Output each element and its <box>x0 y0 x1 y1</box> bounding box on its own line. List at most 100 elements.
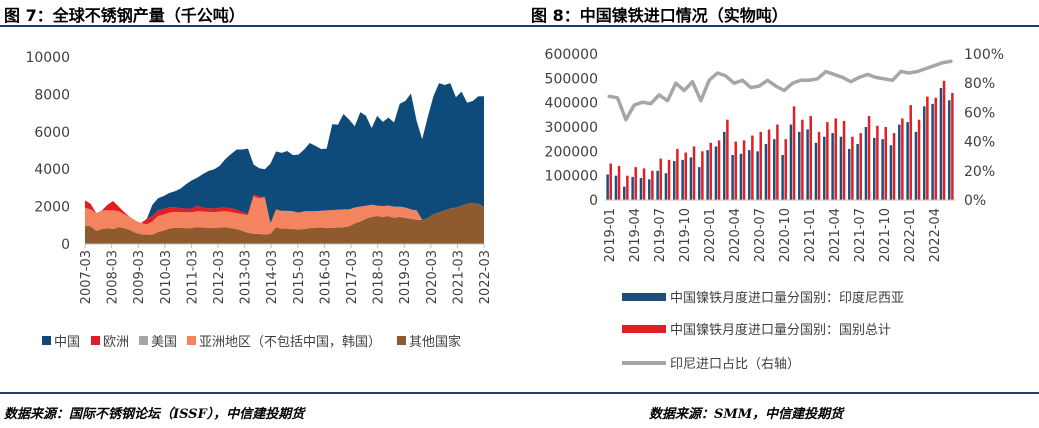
bar-total <box>834 118 837 200</box>
x-tick-label: 2019-10 <box>678 208 693 262</box>
bar-total <box>784 139 787 200</box>
bar-indonesia <box>889 145 893 200</box>
bar-total <box>892 133 896 200</box>
bar-total <box>817 131 821 200</box>
legend-label-total: 中国镍铁月度进口量分国别：国别总计 <box>670 322 891 338</box>
bar-total <box>734 141 737 200</box>
bar-indonesia <box>614 175 618 200</box>
left-chart-title: 图 7：全球不锈钢产量（千公吨） <box>4 6 245 25</box>
x-tick-label: 2012-03 <box>212 250 227 304</box>
bar-total <box>884 127 887 200</box>
bar-indonesia <box>873 137 876 200</box>
x-tick-label: 2019-07 <box>653 208 668 262</box>
x-tick-label: 2018-03 <box>372 250 387 304</box>
bar-indonesia <box>673 161 676 200</box>
bar-total <box>867 116 871 200</box>
bar-total <box>801 119 804 200</box>
x-tick-label: 2021-10 <box>878 208 893 262</box>
bar-indonesia <box>681 159 684 200</box>
left-source-note: 数据来源：国际不锈钢论坛（ISSF），中信建投期货 <box>4 407 305 422</box>
bar-indonesia <box>623 186 626 200</box>
y-tick-label: 0 <box>61 237 70 253</box>
bar-indonesia <box>864 127 868 200</box>
x-tick-label: 2020-01 <box>703 208 718 262</box>
bar-total <box>951 92 954 200</box>
line-indonesia-share <box>607 59 953 122</box>
bar-total <box>676 148 679 200</box>
bar-total <box>851 136 854 200</box>
y-tick-label: 500000 <box>545 71 598 87</box>
bar-total <box>609 163 612 200</box>
legend-label: 其他国家 <box>409 334 461 350</box>
bar-total <box>709 142 712 200</box>
x-tick-label: 2022-04 <box>928 208 943 262</box>
bar-indonesia <box>773 139 776 200</box>
bar-indonesia <box>839 136 843 200</box>
y2-tick-label: 20% <box>964 164 995 180</box>
legend-swatch <box>42 336 51 345</box>
legend-label-ratio: 印尼进口占比（右轴） <box>670 357 800 372</box>
y-tick-label: 200000 <box>545 144 598 160</box>
bar-indonesia <box>706 150 709 200</box>
bar-indonesia <box>764 144 768 200</box>
bar-indonesia <box>731 154 734 200</box>
nickel-iron-import-chart: 0 100000 200000 300000 400000 500000 600000 0% 2… <box>545 47 1004 372</box>
x-tick-label: 2007-03 <box>79 250 94 304</box>
y-tick-label: 8000 <box>34 87 70 103</box>
area-europe <box>85 194 484 225</box>
bar-indonesia <box>848 148 851 200</box>
y-tick-label: 6000 <box>34 125 70 141</box>
bar-indonesia <box>798 131 801 200</box>
x-tick-label: 2021-01 <box>803 208 818 262</box>
x-tick-label: 2010-03 <box>159 250 174 304</box>
bar-total <box>626 175 629 200</box>
bar-indonesia <box>656 170 659 200</box>
x-tick-label: 2011-03 <box>185 250 200 304</box>
legend-label: 美国 <box>151 335 177 350</box>
bar-indonesia <box>723 131 726 200</box>
y2-tick-label: 0% <box>964 193 986 209</box>
bar-indonesia <box>923 106 926 200</box>
bar-indonesia <box>823 136 826 200</box>
right-source-note: 数据来源：SMM，中信建投期货 <box>649 407 844 422</box>
bar-total <box>717 140 721 200</box>
bar-total <box>776 124 779 200</box>
x-tick-label: 2009-03 <box>132 250 147 304</box>
bar-indonesia <box>648 179 651 200</box>
bar-total <box>617 165 621 200</box>
right-chart-title: 图 8：中国镍铁进口情况（实物吨） <box>531 6 788 25</box>
bar-total <box>767 129 771 200</box>
x-tick-label: 2021-03 <box>451 250 466 304</box>
bar-total <box>876 125 879 200</box>
bar-total <box>942 80 946 200</box>
bar-total <box>826 122 829 200</box>
area-others <box>85 202 484 244</box>
bar-total <box>634 167 637 200</box>
x-tick-label: 2008-03 <box>106 250 121 304</box>
y-tick-label: 400000 <box>545 96 598 112</box>
bar-indonesia <box>639 178 643 200</box>
y-tick-label: 600000 <box>545 47 598 63</box>
bar-total <box>809 116 812 200</box>
bar-indonesia <box>914 131 918 200</box>
bar-total <box>859 133 862 200</box>
bar-indonesia <box>814 142 818 200</box>
x-tick-label: 2020-10 <box>778 208 793 262</box>
y-tick-label: 0 <box>589 193 598 209</box>
bar-indonesia <box>906 122 909 200</box>
x-tick-label: 2020-03 <box>425 250 440 304</box>
legend-swatch <box>139 336 148 345</box>
legend-swatch <box>397 336 406 345</box>
legend-label: 亚洲地区（不包括中国，韩国） <box>199 335 381 350</box>
y-tick-label: 2000 <box>34 200 70 216</box>
bar-indonesia <box>789 124 793 200</box>
y-tick-label: 300000 <box>545 120 598 136</box>
bar-total <box>759 131 762 200</box>
x-tick-label: 2021-07 <box>853 208 868 262</box>
bar-indonesia <box>739 153 743 200</box>
bar-indonesia <box>631 176 634 200</box>
bar-total <box>742 140 746 200</box>
bar-total <box>934 97 937 200</box>
bar-indonesia <box>781 154 784 200</box>
bar-total <box>726 119 729 200</box>
